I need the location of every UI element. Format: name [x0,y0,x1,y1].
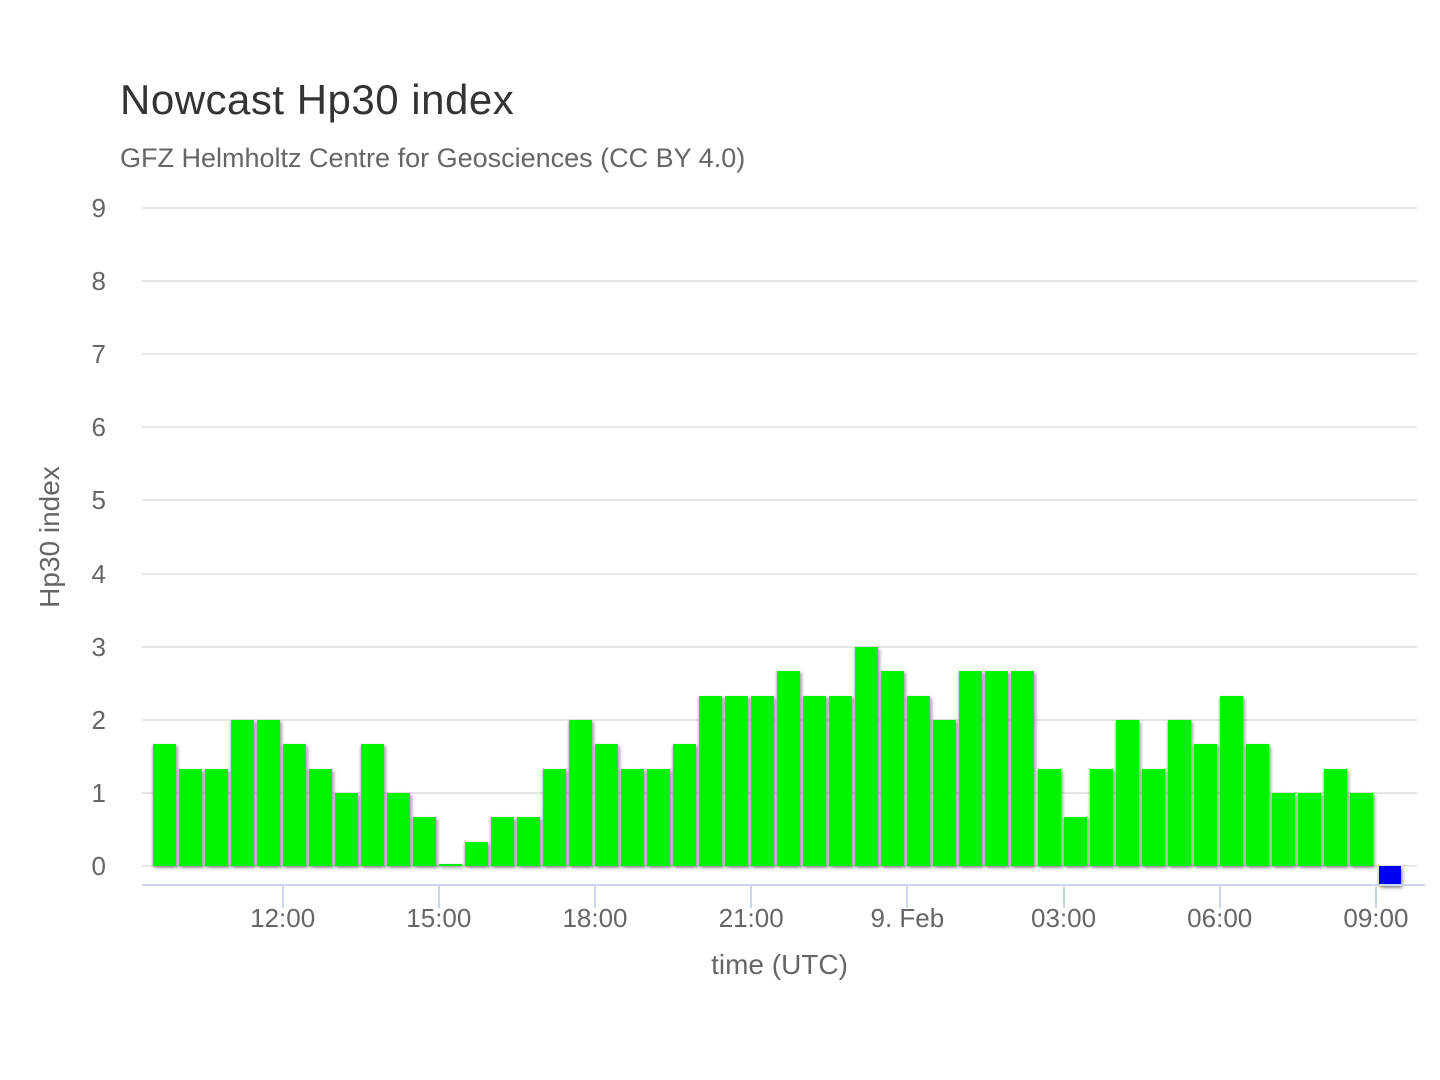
hp30-bar[interactable] [1245,743,1269,866]
hp30-bar[interactable] [1271,792,1295,866]
chart-title: Nowcast Hp30 index [120,76,515,123]
x-tick-label: 15:00 [406,903,472,933]
hp30-bar[interactable] [855,646,879,866]
hp30-bar[interactable] [1115,719,1139,866]
hp30-bar[interactable] [595,743,618,866]
y-tick-label: 3 [91,631,106,662]
y-tick-label: 5 [91,485,106,516]
y-gridline [142,645,1417,648]
y-tick-label: 0 [91,851,106,881]
hp30-bar[interactable] [881,670,905,866]
y-gridline [142,207,1417,210]
x-axis-line [142,884,1425,886]
hp30-bar[interactable] [933,719,957,866]
x-axis-title: time (UTC) [711,949,848,980]
hp30-bar[interactable] [204,768,228,866]
hp30-bar[interactable] [152,743,176,866]
y-tick-label: 9 [91,193,106,223]
y-gridline [142,499,1417,502]
x-tick [281,886,284,908]
x-tick-label: 06:00 [1187,903,1253,933]
hp30-bar[interactable] [178,768,202,866]
hp30-bar[interactable] [334,792,358,866]
x-tick [1374,886,1377,908]
hp30-bar[interactable] [777,670,801,866]
x-tick [437,886,440,908]
x-tick-label: 03:00 [1031,903,1097,933]
y-tick-label: 2 [91,704,106,735]
hp30-bar[interactable] [1349,792,1373,866]
hp30-bar[interactable] [673,743,697,866]
hp30-bar[interactable] [542,768,566,866]
y-gridline [142,353,1417,356]
x-tick [750,886,753,908]
y-tick-label: 4 [91,558,106,589]
hp30-bar[interactable] [1011,670,1035,866]
hp30-bar[interactable] [985,670,1009,866]
hp30-bar[interactable] [230,719,254,866]
hp30-bar[interactable] [256,719,280,866]
hp30-provisional-bar[interactable] [1378,866,1401,886]
y-tick-label: 6 [91,412,106,443]
hp30-bar[interactable] [412,817,436,866]
hp30-bar[interactable] [464,841,488,866]
hp30-bar[interactable] [568,719,592,866]
hp30-bar[interactable] [490,817,514,866]
x-tick [1218,886,1221,908]
x-tick [1062,886,1065,908]
y-tick-label: 7 [91,339,106,370]
x-tick-label: 18:00 [562,903,628,933]
hp30-bar[interactable] [751,695,775,866]
hp30-bar[interactable] [308,768,332,866]
hp30-bar[interactable] [699,695,723,866]
hp30-bar[interactable] [1037,768,1061,866]
hp30-bar[interactable] [647,768,671,866]
y-gridline [142,572,1417,575]
hp30-bar[interactable] [1323,768,1347,866]
x-tick [594,886,596,908]
hp30-bar[interactable] [1063,817,1087,866]
hp30-bar[interactable] [1297,792,1321,866]
plot-area [142,207,1417,886]
hp30-bar[interactable] [1141,768,1165,866]
hp30-bar[interactable] [282,743,306,866]
hp30-bar[interactable] [803,695,827,866]
hp30-bar[interactable] [907,695,931,866]
x-tick-label: 21:00 [718,903,784,933]
x-tick-label: 9. Feb [870,903,945,933]
y-gridline [142,865,1417,867]
hp30-bar[interactable] [1193,743,1217,866]
y-axis-title: Hp30 index [34,466,65,608]
hp30-bar[interactable] [1219,695,1243,866]
y-gridline [142,280,1417,283]
hp30-bar[interactable] [725,695,749,866]
y-tick-label: 8 [91,266,106,297]
hp30-bar[interactable] [1167,719,1191,866]
hp30-bar[interactable] [1089,768,1113,866]
x-tick-label: 12:00 [250,903,316,933]
hp30-bar[interactable] [829,695,853,866]
chart-subtitle: GFZ Helmholtz Centre for Geosciences (CC… [120,143,746,173]
hp30-bar[interactable] [360,743,384,866]
y-tick-label: 1 [91,777,106,808]
hp30-bar[interactable] [386,792,410,866]
x-tick-label: 09:00 [1343,903,1409,933]
hp30-bar[interactable] [438,863,462,866]
hp30-bar[interactable] [516,817,540,866]
hp30-bar[interactable] [959,670,983,866]
y-gridline [142,426,1417,429]
hp30-bar[interactable] [621,768,645,866]
x-tick [906,886,909,908]
